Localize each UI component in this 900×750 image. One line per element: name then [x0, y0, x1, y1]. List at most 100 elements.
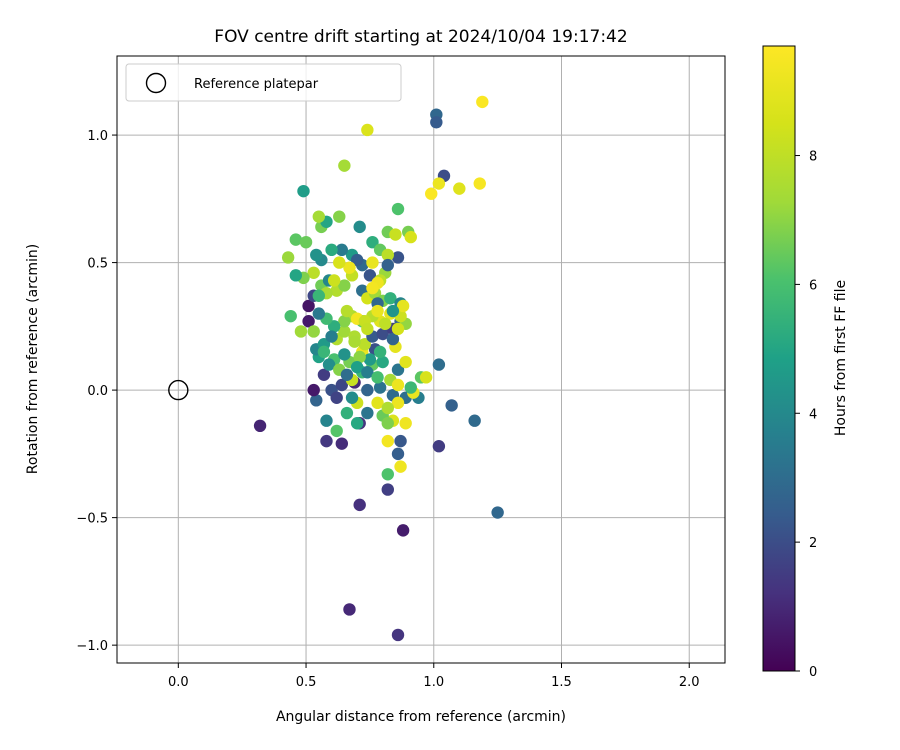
scatter-point — [381, 248, 394, 262]
scatter-point — [379, 317, 392, 330]
x-tick-label: 0.0 — [168, 675, 189, 690]
colorbar-tick-label: 2 — [809, 536, 817, 551]
y-tick-label: 0.0 — [87, 384, 108, 399]
scatter-point — [363, 353, 377, 366]
colorbar-tick-label: 8 — [809, 150, 817, 165]
scatter-point — [353, 350, 366, 364]
reference-marker — [168, 379, 189, 401]
colorbar: 0 2 4 6 8 Hours from first FF file — [762, 45, 849, 680]
legend-marker — [145, 72, 167, 94]
scatter-point — [327, 274, 341, 287]
scatter-point — [350, 360, 364, 374]
scatter-point — [386, 304, 400, 318]
scatter-point — [399, 417, 412, 430]
y-axis-ticks: −1.0 −0.5 0.0 0.5 1.0 — [76, 129, 117, 654]
colorbar-gradient — [763, 46, 795, 671]
plot-frame — [116, 55, 726, 664]
y-tick-label: −0.5 — [76, 512, 108, 527]
scatter-point — [294, 325, 308, 338]
scatter-point — [307, 383, 320, 397]
scatter-point — [350, 253, 364, 267]
y-tick-label: 0.5 — [87, 257, 108, 272]
scatter-point — [389, 228, 402, 241]
scatter-point — [391, 322, 405, 336]
colorbar-tick-label: 6 — [809, 278, 817, 293]
scatter-point — [320, 434, 333, 448]
scatter-point — [361, 406, 374, 420]
scatter-point — [310, 394, 323, 407]
scatter-point — [338, 325, 351, 338]
scatter-point — [391, 447, 405, 461]
scatter-point — [381, 434, 394, 448]
scatter-point — [432, 358, 446, 371]
scatter-point — [340, 406, 354, 420]
scatter-point — [317, 368, 331, 382]
scatter-point — [361, 383, 374, 397]
scatter-point — [476, 95, 489, 109]
scatter-point — [302, 299, 315, 313]
scatter-point — [404, 381, 417, 394]
scatter-point — [363, 269, 377, 282]
colorbar-ticks: 0 2 4 6 8 — [795, 150, 817, 680]
scatter-point — [302, 315, 315, 328]
scatter-point — [345, 391, 359, 404]
legend-box — [125, 63, 402, 102]
colorbar-tick-label: 4 — [809, 407, 817, 422]
scatter-point — [432, 177, 446, 190]
scatter-point — [327, 320, 341, 333]
scatter-point — [330, 424, 343, 438]
scatter-point — [320, 414, 333, 427]
scatter-point — [391, 628, 405, 642]
x-tick-label: 1.0 — [423, 675, 444, 690]
scatter-point — [338, 348, 351, 361]
scatter-point — [396, 524, 410, 537]
scatter-point — [330, 391, 343, 404]
scatter-point — [361, 123, 374, 137]
scatter-point — [445, 399, 458, 412]
scatter-point — [289, 269, 303, 282]
scatter-point — [473, 177, 486, 190]
scatter-point — [338, 159, 351, 172]
scatter-point — [432, 440, 446, 453]
scatter-point — [381, 417, 394, 430]
scatter-point — [353, 220, 366, 234]
scatter-point — [391, 363, 405, 376]
scatter-point — [419, 371, 433, 384]
scatter-point — [386, 332, 400, 346]
scatter-point — [381, 468, 394, 481]
scatter-point — [384, 292, 397, 305]
scatter-point — [307, 325, 320, 338]
scatter-point — [358, 337, 371, 351]
scatter-point — [343, 603, 356, 616]
data-points — [253, 95, 504, 642]
scatter-point — [381, 258, 394, 272]
scatter-point — [366, 281, 379, 295]
scatter-point — [391, 378, 405, 392]
scatter-point — [335, 378, 349, 392]
y-tick-label: 1.0 — [87, 129, 108, 144]
scatter-point — [348, 335, 361, 348]
scatter-point — [353, 498, 366, 512]
scatter-point — [404, 230, 417, 244]
x-tick-label: 2.0 — [679, 675, 700, 690]
scatter-point — [361, 322, 374, 336]
colorbar-frame — [762, 45, 796, 672]
scatter-point — [289, 233, 303, 246]
scatter-point — [430, 116, 443, 129]
scatter-point — [373, 381, 387, 394]
scatter-point — [299, 235, 313, 249]
scatter-point — [333, 256, 346, 269]
scatter-point — [391, 202, 405, 216]
scatter-point — [343, 261, 356, 274]
scatter-point — [376, 327, 389, 341]
x-tick-label: 1.5 — [551, 675, 572, 690]
scatter-point — [310, 248, 323, 262]
scatter-point — [376, 355, 389, 369]
scatter-point — [312, 210, 326, 223]
x-axis-label: Angular distance from reference (arcmin) — [276, 709, 566, 725]
colorbar-label: Hours from first FF file — [833, 280, 849, 436]
scatter-point — [394, 434, 407, 448]
scatter-point — [297, 184, 310, 198]
scatter-point — [338, 279, 351, 292]
